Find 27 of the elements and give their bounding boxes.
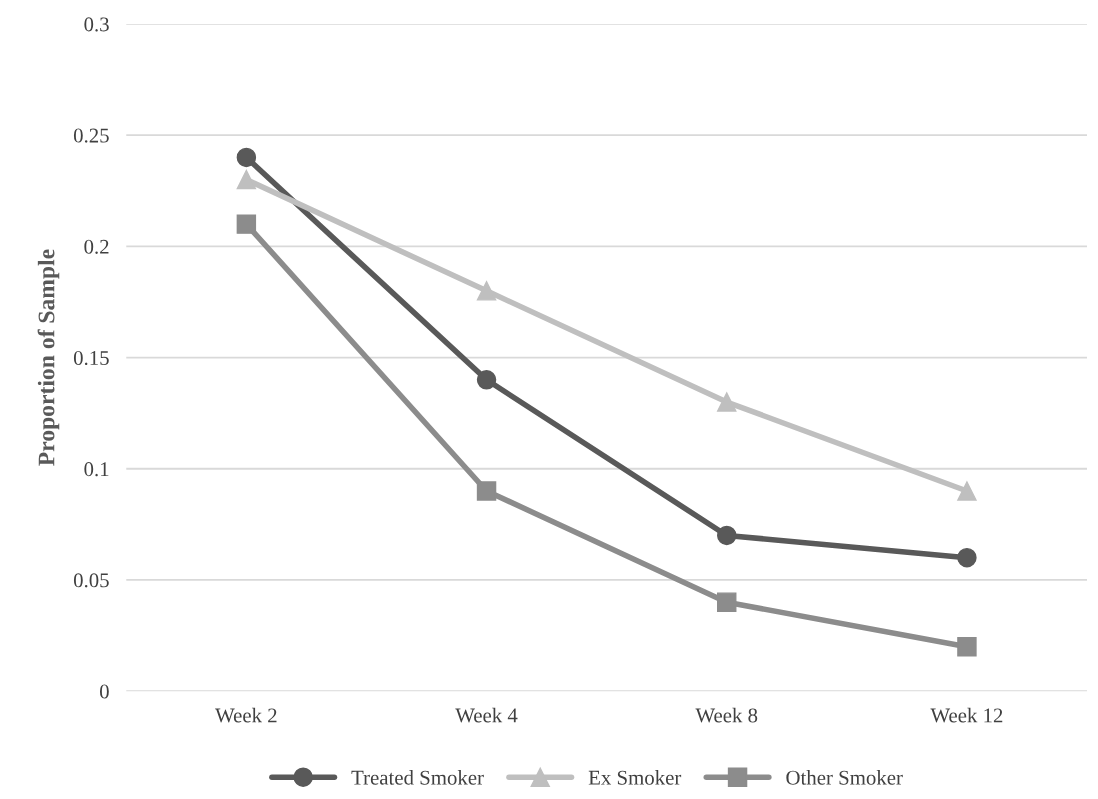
point — [717, 592, 737, 612]
y-tick-label: 0.3 — [84, 17, 109, 32]
legend-label: Ex Smoker — [588, 770, 682, 785]
x-tick-label: Week 4 — [455, 707, 518, 723]
point — [476, 481, 497, 501]
point — [236, 169, 257, 190]
point — [476, 370, 497, 390]
legend-label: Treated Smoker — [351, 770, 484, 785]
point — [717, 392, 737, 412]
point — [717, 525, 737, 546]
legend-label: Other Smoker — [786, 770, 903, 785]
point — [957, 636, 977, 657]
y-tick-label: 0.05 — [73, 573, 109, 588]
x-tick-label: Week 2 — [215, 707, 277, 723]
y-tick-label: 0 — [99, 684, 109, 699]
point — [957, 481, 977, 501]
x-tick-label: Week 12 — [930, 707, 1003, 723]
y-tick-label: 0.1 — [84, 462, 109, 477]
point — [236, 147, 257, 168]
point — [476, 281, 497, 301]
y-tick-label: 0.15 — [73, 350, 109, 366]
point — [957, 547, 977, 568]
y-tick-label: 0.25 — [73, 128, 109, 143]
point — [236, 214, 257, 234]
y-tick-label: 0.2 — [84, 239, 109, 254]
y-axis-title: Proportion of Sample — [37, 249, 60, 466]
x-tick-label: Week 8 — [695, 707, 758, 723]
